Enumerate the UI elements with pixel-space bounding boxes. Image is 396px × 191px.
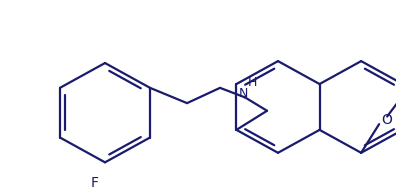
Text: O: O (381, 113, 392, 127)
Text: H: H (248, 76, 257, 89)
Text: F: F (91, 176, 99, 190)
Text: N: N (238, 87, 248, 100)
